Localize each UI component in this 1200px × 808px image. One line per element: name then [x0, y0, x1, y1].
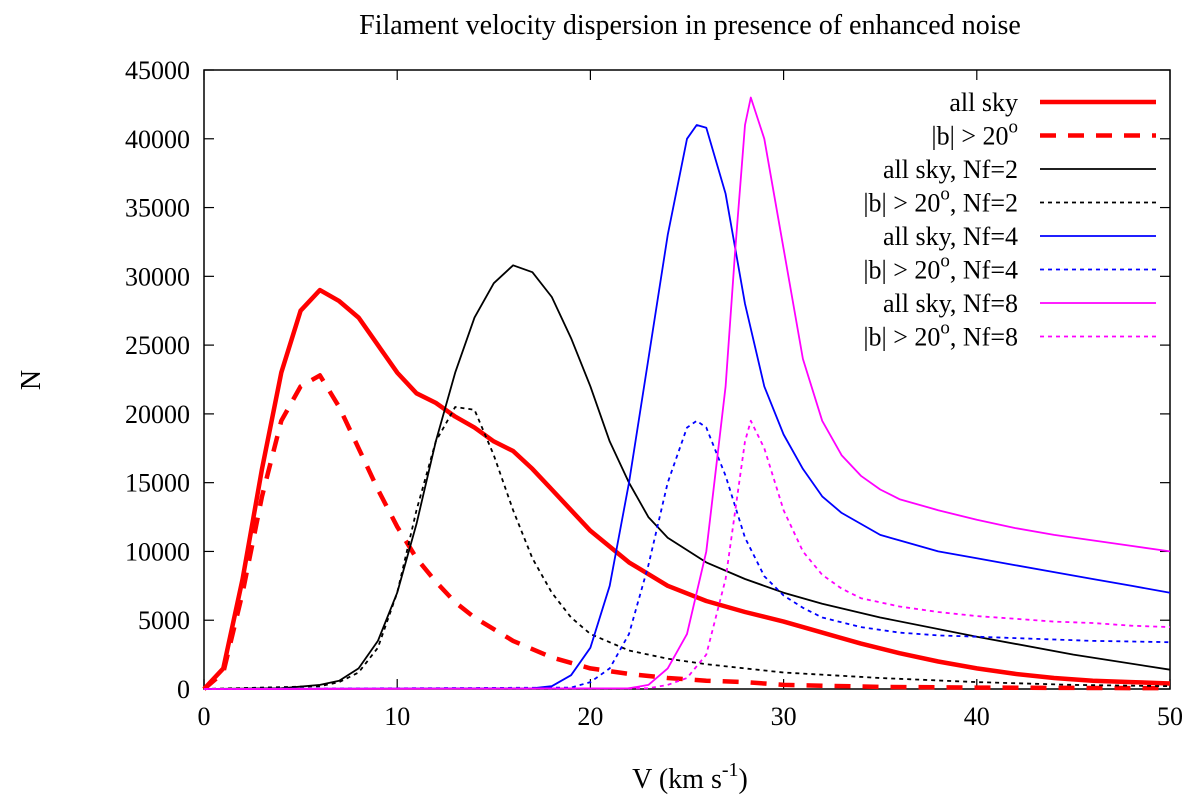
- series-layer: [202, 96, 1171, 691]
- series-line-4: [203, 124, 1171, 690]
- y-tick-label: 10000: [125, 537, 190, 566]
- legend-label-text: |b| > 20: [863, 189, 940, 218]
- y-tick-label: 15000: [125, 469, 190, 498]
- legend-label-sup: o: [940, 251, 950, 272]
- x-tick-label: 50: [1157, 702, 1183, 731]
- series-line-0: [202, 287, 1171, 691]
- x-tick-labels: 0 10 20 30 40 50: [198, 702, 1184, 731]
- x-tick-label: 30: [771, 702, 797, 731]
- x-axis-title-close: ): [739, 764, 748, 795]
- legend-label-text: all sky, Nf=2: [883, 155, 1018, 184]
- legend-label-sup: o: [940, 318, 950, 339]
- y-tick-label: 5000: [138, 606, 190, 635]
- series-line-1: [202, 373, 1171, 691]
- y-tick-label: 25000: [125, 331, 190, 360]
- legend-label-suffix: , Nf=8: [950, 323, 1018, 352]
- legend-label-text: |b| > 20: [863, 256, 940, 285]
- x-tick-label: 40: [964, 702, 990, 731]
- plot-frame: [203, 69, 1171, 690]
- x-axis-title: V (km s-1): [632, 759, 748, 795]
- y-tick-label: 0: [177, 675, 190, 704]
- legend-label-sup: o: [940, 184, 950, 205]
- legend-label-sup: o: [1009, 117, 1019, 138]
- legend-label-suffix: , Nf=4: [950, 256, 1018, 285]
- series-line-5: [203, 419, 1171, 690]
- series-line-2: [203, 264, 1171, 690]
- legend-label-suffix: , Nf=2: [950, 189, 1018, 218]
- legend-label-3: |b| > 20o, Nf=2: [863, 184, 1018, 218]
- x-tick-label: 10: [384, 702, 410, 731]
- legend-label-text: all sky: [949, 88, 1018, 117]
- legend-label-5: |b| > 20o, Nf=4: [863, 251, 1018, 285]
- legend-label-1: |b| > 20o: [931, 117, 1018, 151]
- chart-title: Filament velocity dispersion in presence…: [359, 10, 1021, 41]
- x-axis-title-main: V (km s: [632, 764, 722, 795]
- x-axis-title-sup: -1: [722, 759, 739, 781]
- x-tick-label: 0: [198, 702, 211, 731]
- y-tick-label: 35000: [125, 194, 190, 223]
- legend-label-2: all sky, Nf=2: [883, 155, 1018, 184]
- y-tick-labels: 0 5000 10000 15000 20000 25000 30000 35000 40000…: [125, 56, 190, 704]
- y-tick-label: 20000: [125, 400, 190, 429]
- legend-label-6: all sky, Nf=8: [883, 289, 1018, 318]
- y-tick-label: 45000: [125, 56, 190, 85]
- tick-marks: [203, 69, 1171, 690]
- y-tick-label: 40000: [125, 125, 190, 154]
- legend-label-4: all sky, Nf=4: [883, 222, 1018, 251]
- x-tick-label: 20: [577, 702, 603, 731]
- legend-label-0: all sky: [949, 88, 1018, 117]
- legend-label-text: |b| > 20: [863, 323, 940, 352]
- legend-label-text: |b| > 20: [931, 122, 1008, 151]
- series-line-7: [203, 419, 1171, 690]
- legend-label-text: all sky, Nf=8: [883, 289, 1018, 318]
- legend-label-text: all sky, Nf=4: [883, 222, 1018, 251]
- series-line-6: [203, 96, 1171, 690]
- y-tick-label: 30000: [125, 262, 190, 291]
- series-line-3: [203, 406, 1171, 690]
- y-axis-title: N: [16, 370, 47, 390]
- legend-label-7: |b| > 20o, Nf=8: [863, 318, 1018, 352]
